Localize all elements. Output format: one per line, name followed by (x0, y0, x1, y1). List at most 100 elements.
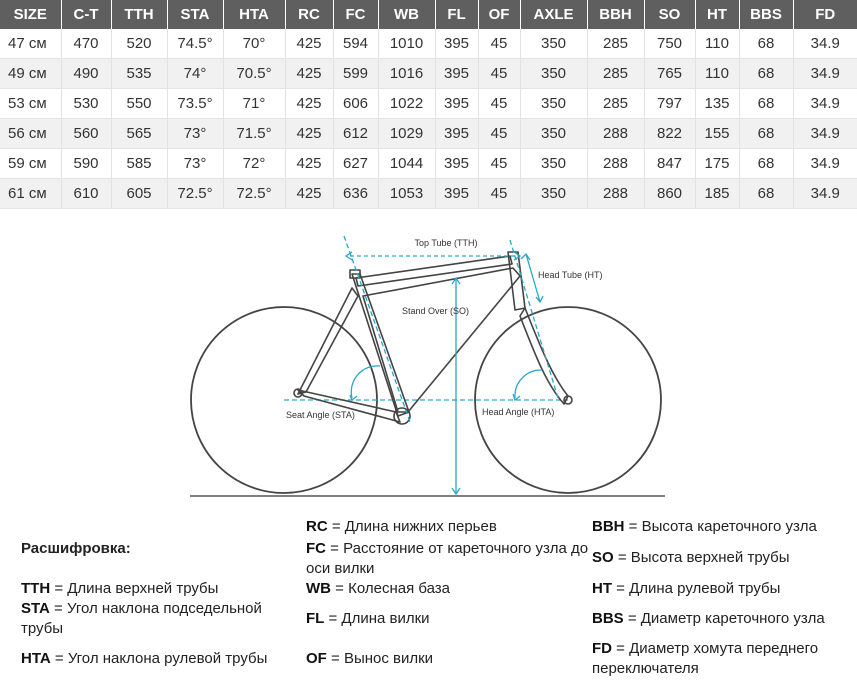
table-cell: 627 (333, 148, 379, 179)
geometry-table: SIZE C-T TTH STA HTA RC FC WB FL OF AXLE… (0, 0, 857, 209)
table-cell: 45 (478, 178, 521, 209)
size-cell: 49 см (0, 58, 62, 89)
table-cell: 350 (520, 148, 588, 179)
table-header-row: SIZE C-T TTH STA HTA RC FC WB FL OF AXLE… (0, 0, 857, 29)
table-cell: 71.5° (223, 118, 286, 149)
table-cell: 110 (695, 29, 740, 59)
table-cell: 860 (644, 178, 696, 209)
legend-item: SO = Высота верхней трубы (592, 549, 790, 566)
table-cell: 395 (435, 178, 479, 209)
legend-item: WB = Колесная база (306, 580, 450, 597)
table-cell: 395 (435, 148, 479, 179)
table-cell: 535 (111, 58, 168, 89)
table-cell: 175 (695, 148, 740, 179)
table-cell: 550 (111, 88, 168, 119)
table-cell: 585 (111, 148, 168, 179)
table-cell: 34.9 (793, 178, 857, 209)
top-tube-label: Top Tube (TTH) (414, 238, 477, 248)
column-header: C-T (61, 0, 112, 29)
table-cell: 606 (333, 88, 379, 119)
fork (519, 307, 569, 405)
table-cell: 594 (333, 29, 379, 59)
table-row: 47 см 470 520 74.5° 70° 425 594 1010 395 45 350 285… (0, 29, 857, 59)
head-tube-label: Head Tube (HT) (538, 270, 603, 280)
size-cell: 61 см (0, 178, 62, 209)
table-cell: 45 (478, 148, 521, 179)
legend-item: HTA = Угол наклона рулевой трубы (21, 650, 268, 667)
table-cell: 590 (61, 148, 112, 179)
table-cell: 74° (167, 58, 224, 89)
table-cell: 1022 (378, 88, 436, 119)
legend-item: BBS = Диаметр кареточного узла (592, 610, 825, 627)
table-cell: 34.9 (793, 29, 857, 59)
table-cell: 72.5° (223, 178, 286, 209)
seat-angle-label: Seat Angle (STA) (286, 410, 355, 420)
table-cell: 68 (739, 118, 794, 149)
legend-item: OF = Вынос вилки (306, 650, 434, 667)
table-cell: 285 (587, 29, 645, 59)
table-cell: 490 (61, 58, 112, 89)
size-cell: 47 см (0, 29, 62, 59)
legend-item: FC = Расстояние от кареточного узла до о… (306, 540, 589, 577)
table-cell: 350 (520, 29, 588, 59)
column-header: FC (333, 0, 379, 29)
table-cell: 72° (223, 148, 286, 179)
measure-lines (343, 235, 559, 496)
bottom-bracket (393, 407, 411, 425)
table-cell: 1016 (378, 58, 436, 89)
table-cell: 68 (739, 88, 794, 119)
table-cell: 45 (478, 29, 521, 59)
column-header: FD (793, 0, 857, 29)
legend-item: BBH = Высота кареточного узла (592, 518, 817, 535)
table-cell: 155 (695, 118, 740, 149)
legend-item: HT = Длина рулевой трубы (592, 580, 781, 597)
size-cell: 59 см (0, 148, 62, 179)
table-cell: 822 (644, 118, 696, 149)
table-row: 53 см 530 550 73.5° 71° 425 606 1022 395 45 350 285… (0, 88, 857, 119)
table-cell: 45 (478, 88, 521, 119)
table-row: 61 см 610 605 72.5° 72.5° 425 636 1053 395 45 350 2… (0, 178, 857, 209)
table-cell: 68 (739, 148, 794, 179)
table-cell: 350 (520, 58, 588, 89)
bike-geometry-diagram: Top Tube (TTH) Head Tube (HT) Stand Over… (190, 235, 665, 497)
front-dropout (563, 395, 573, 405)
table-cell: 34.9 (793, 88, 857, 119)
table-cell: 70° (223, 29, 286, 59)
table-cell: 285 (587, 88, 645, 119)
size-cell: 53 см (0, 88, 62, 119)
front-wheel (474, 306, 662, 494)
table-cell: 425 (285, 29, 334, 59)
seat-stay (297, 287, 359, 395)
table-cell: 285 (587, 58, 645, 89)
column-header: AXLE (520, 0, 588, 29)
table-cell: 72.5° (167, 178, 224, 209)
column-header: FL (435, 0, 479, 29)
column-header: RC (285, 0, 334, 29)
table-cell: 71° (223, 88, 286, 119)
size-cell: 56 см (0, 118, 62, 149)
table-cell: 750 (644, 29, 696, 59)
table-cell: 68 (739, 29, 794, 59)
table-cell: 350 (520, 178, 588, 209)
table-cell: 74.5° (167, 29, 224, 59)
table-cell: 395 (435, 29, 479, 59)
table-cell: 797 (644, 88, 696, 119)
table-cell: 610 (61, 178, 112, 209)
column-header: HT (695, 0, 740, 29)
table-cell: 530 (61, 88, 112, 119)
column-header: BBH (587, 0, 645, 29)
top-tube (355, 255, 513, 287)
legend-item: FL = Длина вилки (306, 610, 430, 627)
table-cell: 425 (285, 58, 334, 89)
table-cell: 73° (167, 118, 224, 149)
table-cell: 599 (333, 58, 379, 89)
legend-item: STA = Угол наклона подседельной трубы (21, 600, 262, 637)
table-cell: 45 (478, 118, 521, 149)
table-cell: 68 (739, 58, 794, 89)
table-cell: 34.9 (793, 148, 857, 179)
legend-title: Расшифровка: (21, 540, 131, 557)
column-header: SO (644, 0, 696, 29)
stand-over-label: Stand Over (SO) (402, 306, 469, 316)
table-cell: 288 (587, 148, 645, 179)
